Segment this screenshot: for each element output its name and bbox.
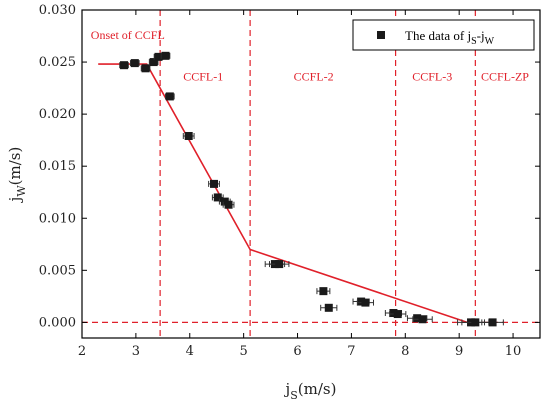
x-tick-label: 9 xyxy=(455,344,463,359)
region-label-2: CCFL-1 xyxy=(183,69,223,83)
data-point-9 xyxy=(208,179,220,188)
y-tick-label: 0.020 xyxy=(39,107,76,122)
y-tick-label: 0.015 xyxy=(39,159,76,174)
marker-square xyxy=(165,92,174,101)
marker-square xyxy=(324,303,333,312)
fit-line xyxy=(98,63,468,324)
legend: The data of jS-jW xyxy=(352,19,535,51)
marker-square xyxy=(361,298,370,307)
marker-square xyxy=(161,51,170,60)
data-point-15 xyxy=(316,287,331,296)
marker-square xyxy=(210,179,219,188)
y-tick-label: 0.025 xyxy=(39,55,76,70)
marker-square xyxy=(184,131,193,140)
data-point-14 xyxy=(269,260,290,269)
axes: 2 3 4 5 6 7 8 9 10 0.000 0.005 0.010 0.015 0.020 0.025… xyxy=(39,3,541,359)
x-axis-label: jS(m/s) xyxy=(284,380,337,402)
legend-box xyxy=(352,19,535,51)
data-point-25 xyxy=(481,318,504,327)
y-tick-label: 0.010 xyxy=(39,211,76,226)
data-point-7 xyxy=(165,92,175,101)
region-label-1: Onset of CCFL xyxy=(91,28,165,42)
marker-square xyxy=(154,52,163,61)
data-point-18 xyxy=(356,298,375,307)
data-point-20 xyxy=(389,310,407,319)
legend-marker xyxy=(377,31,385,39)
marker-square xyxy=(149,58,158,67)
marker-square xyxy=(389,309,398,318)
x-tick-label: 5 xyxy=(240,344,248,359)
x-tick-label: 4 xyxy=(186,344,194,359)
x-tick-label: 10 xyxy=(505,344,522,359)
region-label-4: CCFL-3 xyxy=(412,69,452,83)
marker-square xyxy=(413,314,422,323)
y-tick-label: 0.005 xyxy=(39,263,76,278)
y-tick-label: 0.000 xyxy=(39,315,76,330)
data-point-22 xyxy=(412,315,433,324)
data-points xyxy=(119,51,504,327)
marker-square xyxy=(224,200,233,209)
legend-label: The data of jS-jW xyxy=(405,28,495,47)
y-axis-label: jW(m/s) xyxy=(6,147,28,204)
data-point-2 xyxy=(129,59,140,68)
marker-square xyxy=(418,315,427,324)
y-tick-label: 0.030 xyxy=(39,3,76,18)
fit-line-group xyxy=(98,63,468,324)
marker-square xyxy=(275,260,284,269)
marker-square xyxy=(357,297,366,306)
data-point-12 xyxy=(222,200,235,209)
x-tick-label: 6 xyxy=(293,344,301,359)
marker-square xyxy=(130,59,139,68)
region-label-5: CCFL-ZP xyxy=(481,69,529,83)
x-tick-label: 2 xyxy=(78,344,86,359)
data-point-1 xyxy=(119,61,129,70)
region-labels: Onset of CCFL CCFL-1 CCFL-2 CCFL-3 CCFL-ZP xyxy=(91,28,530,84)
marker-square xyxy=(488,318,497,327)
marker-square xyxy=(120,61,129,70)
marker-square xyxy=(141,64,150,73)
marker-square xyxy=(319,287,328,296)
data-point-16 xyxy=(320,303,338,312)
region-label-3: CCFL-2 xyxy=(294,69,334,83)
x-tick-label: 7 xyxy=(347,344,355,359)
plot-frame xyxy=(81,9,541,339)
marker-square xyxy=(471,318,480,327)
x-tick-label: 8 xyxy=(401,344,409,359)
data-point-8 xyxy=(182,131,195,140)
marker-square xyxy=(393,310,402,319)
data-point-6 xyxy=(160,51,171,60)
data-point-3 xyxy=(140,64,151,73)
x-tick-label: 3 xyxy=(132,344,140,359)
marker-square xyxy=(213,193,222,202)
